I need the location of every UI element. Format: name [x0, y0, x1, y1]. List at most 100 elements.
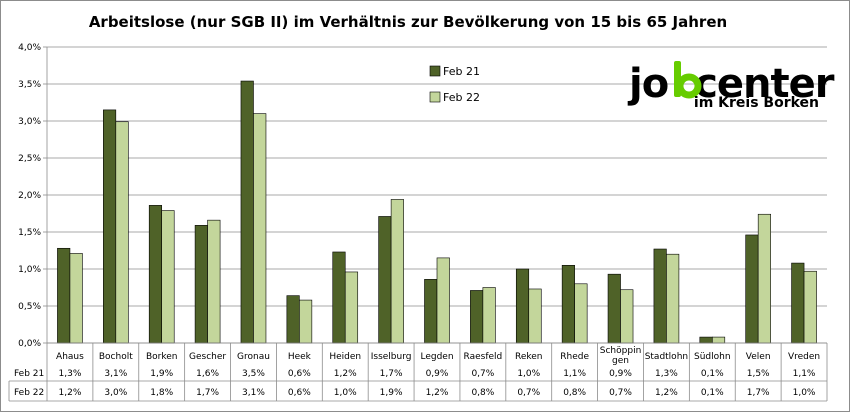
- table-value-feb-21: 1,6%: [196, 369, 219, 379]
- y-axis: 0,0% 0,5% 1,0% 1,5% 2,0% 2,5% 3,0% 3,5% 4,0%: [18, 43, 48, 349]
- category-label: Reken: [515, 352, 543, 362]
- table-value-feb-22: 1,2%: [59, 388, 82, 398]
- category-label: Heiden: [329, 352, 361, 362]
- table-value-feb-22: 0,8%: [471, 388, 494, 398]
- bar-feb-21-isselburg: [378, 216, 392, 344]
- y-tick-label: 0,0%: [18, 339, 41, 349]
- bar-feb-21-stadtlohn: [653, 248, 667, 344]
- table-value-feb-21: 1,1%: [563, 369, 586, 379]
- category-label: Vreden: [788, 352, 820, 362]
- table-value-feb-21: 0,9%: [609, 369, 632, 379]
- bar-feb-21-gronau: [240, 80, 254, 344]
- table-value-feb-22: 1,2%: [655, 388, 678, 398]
- bar-feb-22-stadtlohn: [666, 253, 680, 344]
- table-value-feb-22: 1,7%: [747, 388, 770, 398]
- y-tick-label: 2,0%: [18, 191, 41, 201]
- category-label: Heek: [288, 352, 312, 362]
- table-value-feb-22: 1,7%: [196, 388, 219, 398]
- bar-feb-21-heek: [286, 295, 300, 344]
- table-value-feb-21: 0,6%: [288, 369, 311, 379]
- category-label: Raesfeld: [464, 352, 503, 362]
- category-label-part: Schöppin: [600, 346, 642, 356]
- bar-feb-21-gescher: [194, 225, 208, 344]
- bar-feb-21-raesfeld: [470, 290, 484, 344]
- y-tick-label: 3,0%: [18, 117, 41, 127]
- category-label: Velen: [746, 352, 771, 362]
- jobcenter-logo: jo center im Kreis Borken: [627, 61, 836, 111]
- table-value-feb-22: 0,7%: [609, 388, 632, 398]
- bar-feb-22-borken: [161, 210, 175, 344]
- bar-feb-21-südlohn: [699, 336, 713, 344]
- bar-feb-22-heek: [299, 299, 313, 344]
- logo-b-glyph: [674, 61, 702, 99]
- table-value-feb-21: 1,0%: [517, 369, 540, 379]
- bar-feb-22-raesfeld: [482, 287, 496, 344]
- y-tick-label: 3,5%: [18, 80, 41, 90]
- bars: [57, 80, 817, 344]
- table-value-feb-21: 1,5%: [747, 369, 770, 379]
- bar-feb-22-schöppin-gen: [620, 289, 634, 344]
- logo-subtitle: im Kreis Borken: [694, 95, 819, 111]
- table-value-feb-21: 1,1%: [793, 369, 816, 379]
- bar-feb-22-reken: [528, 288, 542, 344]
- bar-feb-22-rhede: [574, 283, 588, 344]
- legend-swatch-feb-21: [429, 65, 441, 77]
- table-value-feb-22: 0,8%: [563, 388, 586, 398]
- bar-feb-22-legden: [436, 257, 450, 344]
- table-row-label-feb-22: Feb 22: [14, 388, 44, 398]
- table-value-feb-22: 0,1%: [701, 388, 724, 398]
- y-tick-label: 0,5%: [18, 302, 41, 312]
- category-label: Gescher: [189, 352, 226, 362]
- bar-feb-21-legden: [424, 279, 438, 344]
- bar-feb-21-ahaus: [57, 247, 71, 344]
- data-table: Ahaus Bocholt Borken Gescher Gronau Heek Heide…: [8, 342, 828, 402]
- category-label: Stadtlohn: [645, 352, 688, 362]
- legend: Feb 21 Feb 22: [429, 65, 480, 104]
- table-value-feb-22: 0,7%: [517, 388, 540, 398]
- bar-feb-21-borken: [148, 205, 163, 344]
- category-label: Borken: [146, 352, 178, 362]
- bar-feb-21-reken: [515, 268, 530, 344]
- table-value-feb-22: 1,0%: [793, 388, 816, 398]
- y-tick-label: 2,5%: [18, 154, 41, 164]
- table-value-feb-21: 1,3%: [59, 369, 82, 379]
- logo-wordmark: jo center: [627, 61, 835, 107]
- table-value-feb-21: 3,1%: [104, 369, 127, 379]
- y-tick-label: 1,5%: [18, 228, 41, 238]
- table-value-feb-22: 0,6%: [288, 388, 311, 398]
- bar-feb-21-schöppin-gen: [607, 273, 621, 344]
- bar-feb-22-gronau: [253, 113, 267, 344]
- bar-feb-22-vreden: [803, 270, 817, 344]
- category-label: Rhede: [560, 352, 589, 362]
- legend-label-feb-22: Feb 22: [443, 91, 480, 104]
- bar-feb-22-bocholt: [115, 121, 129, 344]
- bar-feb-21-rhede: [561, 264, 575, 344]
- bar-feb-21-velen: [745, 234, 759, 344]
- category-label: Südlohn: [694, 352, 731, 362]
- table-value-feb-21: 1,3%: [655, 369, 678, 379]
- bar-feb-22-isselburg: [390, 199, 404, 344]
- bar-feb-22-velen: [757, 213, 771, 344]
- bar-feb-21-vreden: [791, 262, 805, 344]
- y-tick-label: 1,0%: [18, 265, 41, 275]
- table-value-feb-21: 3,5%: [242, 369, 265, 379]
- bar-feb-21-bocholt: [103, 109, 117, 344]
- bar-feb-22-heiden: [344, 271, 359, 344]
- category-label-part: gen: [612, 356, 629, 366]
- table-value-feb-21: 1,2%: [334, 369, 357, 379]
- legend-label-feb-21: Feb 21: [443, 65, 480, 78]
- bar-feb-22-gescher: [207, 219, 221, 344]
- table-value-feb-21: 0,9%: [426, 369, 449, 379]
- grid: [47, 46, 827, 344]
- category-label: Bocholt: [99, 352, 133, 362]
- table-value-feb-22: 3,0%: [104, 388, 127, 398]
- logo-text-end: center: [694, 61, 835, 107]
- bar-feb-22-südlohn: [711, 336, 726, 344]
- table-value-feb-21: 0,7%: [471, 369, 494, 379]
- chart-title: Arbeitslose (nur SGB II) im Verhältnis z…: [89, 13, 727, 31]
- table-value-feb-21: 0,1%: [701, 369, 724, 379]
- table-value-feb-22: 1,0%: [334, 388, 357, 398]
- legend-swatch-feb-22: [429, 91, 441, 103]
